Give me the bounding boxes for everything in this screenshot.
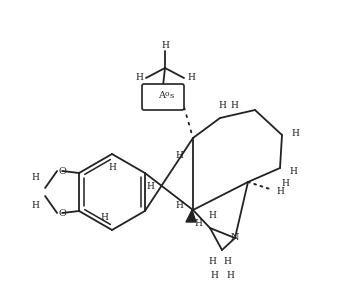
Polygon shape <box>186 210 196 222</box>
Text: H: H <box>194 218 202 227</box>
Text: N: N <box>231 233 239 242</box>
Text: H: H <box>31 202 39 211</box>
Text: H: H <box>31 173 39 182</box>
Text: O: O <box>58 209 66 218</box>
Text: H: H <box>161 41 169 50</box>
Text: s: s <box>170 92 174 100</box>
Text: H: H <box>208 211 216 220</box>
Text: H: H <box>226 271 234 280</box>
Text: H: H <box>281 179 289 188</box>
Text: H: H <box>175 200 183 209</box>
Text: H: H <box>276 188 284 197</box>
Text: H: H <box>208 258 216 267</box>
Text: H: H <box>291 128 299 137</box>
Text: H: H <box>223 258 231 267</box>
Text: H: H <box>135 73 143 82</box>
Text: H: H <box>289 166 297 175</box>
Text: H: H <box>175 151 183 160</box>
Text: H: H <box>210 271 218 280</box>
Text: O: O <box>58 166 66 175</box>
Text: H: H <box>100 213 108 222</box>
Text: o: o <box>165 90 169 98</box>
Text: H: H <box>218 101 226 110</box>
Text: H: H <box>108 164 116 173</box>
Text: H: H <box>187 73 195 82</box>
Text: H: H <box>146 182 154 191</box>
FancyBboxPatch shape <box>142 84 184 110</box>
Text: H: H <box>230 102 238 110</box>
Text: A: A <box>158 92 165 101</box>
